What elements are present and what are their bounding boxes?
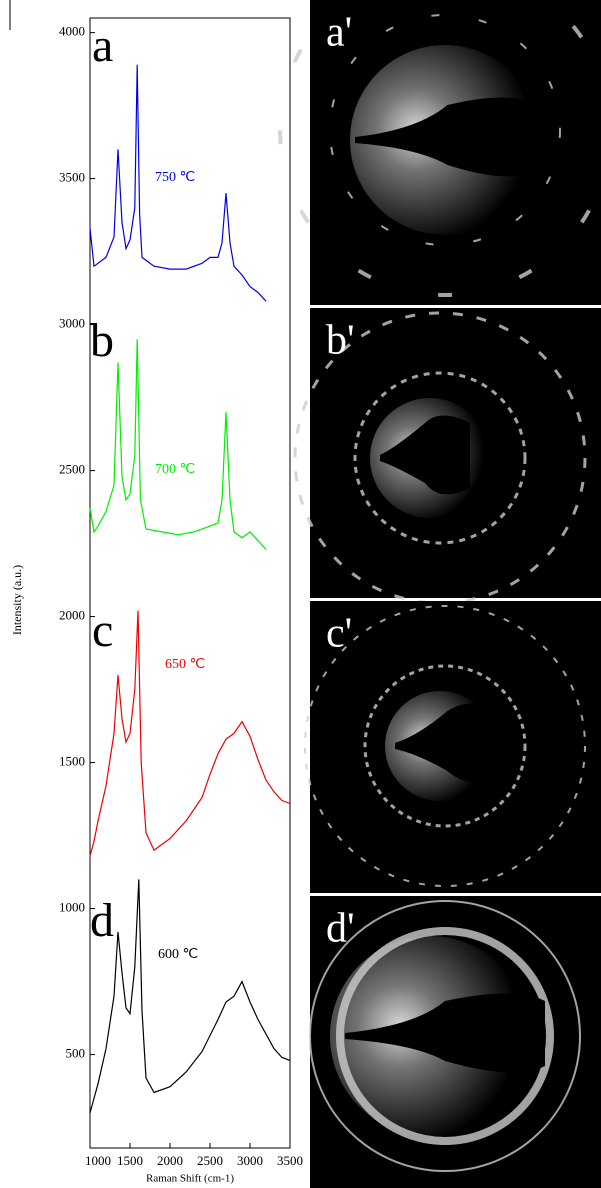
beam-stop bbox=[395, 703, 500, 783]
y-tick-label: 1500 bbox=[59, 754, 85, 769]
beam-stop bbox=[355, 97, 540, 177]
panel-label: d bbox=[90, 894, 114, 947]
y-tick-label: 500 bbox=[66, 1046, 86, 1061]
series-label: 700 ℃ bbox=[155, 462, 195, 477]
panel-label: a bbox=[92, 19, 113, 72]
x-tick-label: 1000 bbox=[85, 1153, 111, 1168]
diffraction-ring bbox=[363, 664, 527, 828]
image-label: b' bbox=[326, 318, 355, 364]
image-label: a' bbox=[326, 10, 352, 56]
y-tick-label: 3500 bbox=[59, 170, 85, 185]
image-label: c' bbox=[326, 611, 352, 657]
spectrum-line bbox=[89, 879, 291, 1114]
x-axis-label: Raman Shift (cm-1) bbox=[146, 1173, 234, 1185]
diffraction-ring bbox=[278, 0, 601, 297]
y-axis-label: Intensity (a.u.) bbox=[10, 565, 24, 635]
diffraction-image: b' bbox=[293, 308, 601, 605]
x-tick-label: 3500 bbox=[277, 1153, 303, 1168]
image-label: d' bbox=[326, 906, 355, 952]
plot-frame bbox=[89, 17, 291, 1149]
diffraction-image: c' bbox=[304, 601, 601, 893]
x-tick-label: 2000 bbox=[157, 1153, 183, 1168]
x-tick-label: 1500 bbox=[117, 1153, 143, 1168]
panel-label: b bbox=[90, 314, 114, 367]
diffraction-image: d' bbox=[309, 896, 601, 1188]
diffraction-ring bbox=[336, 927, 554, 1145]
spectrum-line bbox=[89, 64, 267, 302]
spectrum-line bbox=[89, 610, 291, 857]
diffraction-ring bbox=[329, 14, 561, 246]
spectrum-line bbox=[89, 339, 267, 550]
diffraction-ring bbox=[353, 371, 527, 545]
series-label: 750 ℃ bbox=[155, 170, 195, 185]
y-tick-label: 4000 bbox=[59, 24, 85, 39]
x-tick-label: 2500 bbox=[197, 1153, 223, 1168]
y-tick-label: 3000 bbox=[59, 316, 85, 331]
y-tick-label: 2000 bbox=[59, 608, 85, 623]
x-tick-label: 3000 bbox=[237, 1153, 263, 1168]
series-label: 600 ℃ bbox=[158, 947, 198, 962]
beam-stop bbox=[380, 415, 470, 495]
y-tick-label: 2500 bbox=[59, 462, 85, 477]
y-tick-label: 1000 bbox=[59, 900, 85, 915]
diffraction-ring bbox=[304, 605, 586, 887]
series-label: 650 ℃ bbox=[165, 657, 205, 672]
diffraction-ring bbox=[309, 900, 581, 1172]
diffraction-ring bbox=[293, 311, 587, 605]
diffraction-image: a' bbox=[278, 0, 601, 305]
panel-label: c bbox=[92, 604, 113, 657]
beam-stop bbox=[345, 993, 545, 1073]
